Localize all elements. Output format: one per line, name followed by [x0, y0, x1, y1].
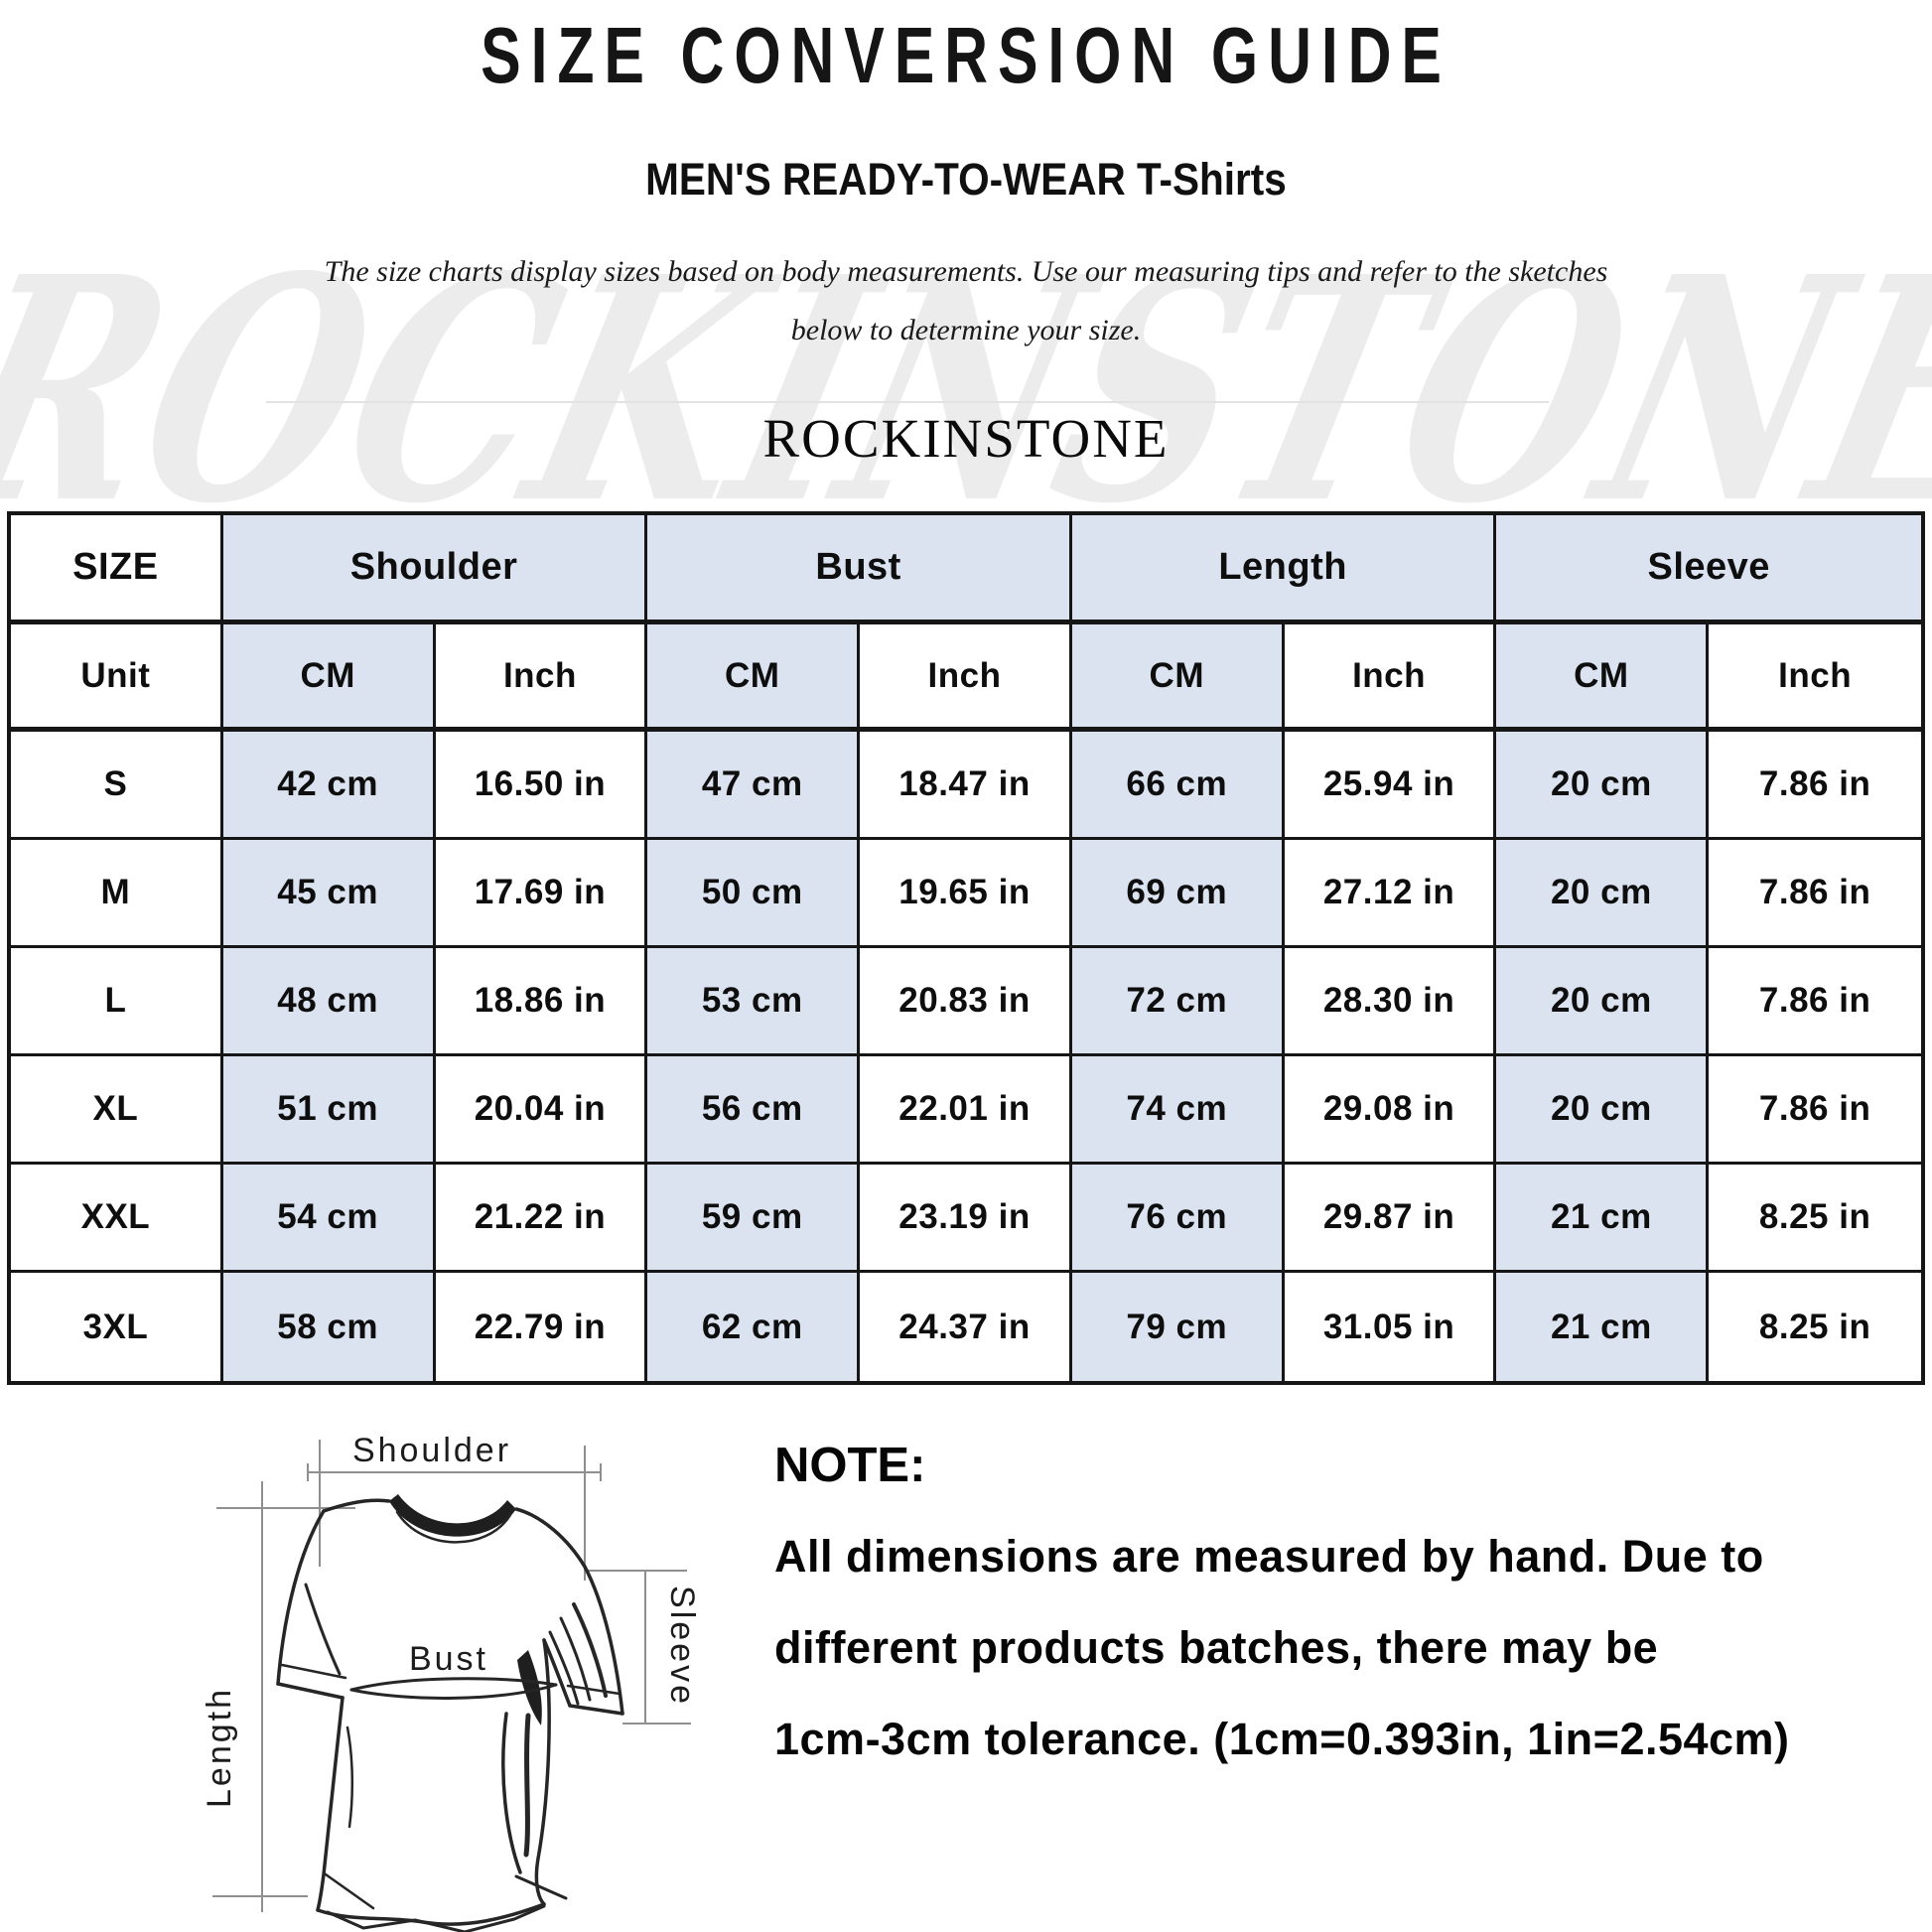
measure-cell: 7.86 in [1709, 1056, 1921, 1165]
sleeve-label: Sleeve [663, 1586, 701, 1707]
measure-cell: 42 cm [222, 732, 436, 840]
measure-cell: 17.69 in [435, 840, 648, 948]
size-conversion-table: SIZE Shoulder Bust Length Sleeve Unit CM… [7, 511, 1925, 1385]
note-section: NOTE: All dimensions are measured by han… [774, 1420, 1916, 1785]
measure-cell: 25.94 in [1284, 732, 1497, 840]
intro-text: The size charts display sizes based on b… [0, 242, 1932, 359]
note-line: All dimensions are measured by hand. Due… [774, 1531, 1764, 1582]
intro-line-1: The size charts display sizes based on b… [324, 255, 1608, 288]
measure-cell: 22.79 in [435, 1273, 648, 1381]
unit-cell: Inch [860, 624, 1072, 732]
tshirt-diagram: Shoulder Bust Length Sleeve [201, 1432, 701, 1932]
measure-cell: 53 cm [647, 948, 861, 1056]
measure-cell: 7.86 in [1709, 948, 1921, 1056]
measure-cell: 20 cm [1496, 732, 1710, 840]
unit-cell: CM [1071, 624, 1285, 732]
size-label: M [11, 840, 223, 948]
measure-cell: 72 cm [1071, 948, 1285, 1056]
column-header-sleeve: Sleeve [1496, 515, 1921, 624]
note-line: different products batches, there may be [774, 1622, 1659, 1673]
divider-line [266, 401, 1549, 403]
tshirt-sketch [276, 1494, 624, 1932]
length-label: Length [201, 1687, 238, 1808]
measure-cell: 54 cm [222, 1165, 436, 1273]
measure-cell: 51 cm [222, 1056, 436, 1165]
measure-cell: 20.04 in [435, 1056, 648, 1165]
measure-cell: 19.65 in [860, 840, 1072, 948]
unit-cell: Inch [1284, 624, 1497, 732]
size-label: 3XL [11, 1273, 223, 1381]
measure-cell: 23.19 in [860, 1165, 1072, 1273]
measure-cell: 58 cm [222, 1273, 436, 1381]
measure-cell: 66 cm [1071, 732, 1285, 840]
measure-cell: 48 cm [222, 948, 436, 1056]
intro-line-2: below to determine your size. [790, 314, 1142, 346]
column-header-length: Length [1071, 515, 1497, 624]
size-label: S [11, 732, 223, 840]
measure-cell: 74 cm [1071, 1056, 1285, 1165]
watermark-text: ROCKINSTONE [0, 209, 1932, 541]
measure-cell: 7.86 in [1709, 840, 1921, 948]
size-label: L [11, 948, 223, 1056]
measure-cell: 76 cm [1071, 1165, 1285, 1273]
measure-cell: 8.25 in [1709, 1165, 1921, 1273]
size-label: XL [11, 1056, 223, 1165]
measurement-guides [212, 1440, 691, 1912]
page-title: SIZE CONVERSION GUIDE [481, 11, 1451, 99]
note-line: 1cm-3cm tolerance. (1cm=0.393in, 1in=2.5… [774, 1714, 1790, 1764]
measure-cell: 28.30 in [1284, 948, 1497, 1056]
column-header-shoulder: Shoulder [222, 515, 648, 624]
measure-cell: 29.08 in [1284, 1056, 1497, 1165]
unit-cell: Inch [1709, 624, 1921, 732]
bust-label: Bust [409, 1640, 488, 1678]
page-subtitle: MEN'S READY-TO-WEAR T-Shirts [645, 154, 1287, 205]
measure-cell: 50 cm [647, 840, 861, 948]
measure-cell: 59 cm [647, 1165, 861, 1273]
measure-cell: 20 cm [1496, 948, 1710, 1056]
unit-cell: CM [222, 624, 436, 732]
measure-cell: 24.37 in [860, 1273, 1072, 1381]
column-header-bust: Bust [647, 515, 1072, 624]
unit-label: Unit [11, 624, 223, 732]
measure-cell: 69 cm [1071, 840, 1285, 948]
measure-cell: 8.25 in [1709, 1273, 1921, 1381]
measure-cell: 21 cm [1496, 1165, 1710, 1273]
measure-cell: 20 cm [1496, 840, 1710, 948]
measure-cell: 16.50 in [435, 732, 648, 840]
brand-title: ROCKINSTONE [762, 408, 1170, 469]
measure-cell: 21.22 in [435, 1165, 648, 1273]
measure-cell: 18.47 in [860, 732, 1072, 840]
measure-cell: 21 cm [1496, 1273, 1710, 1381]
measure-cell: 56 cm [647, 1056, 861, 1165]
measure-cell: 31.05 in [1284, 1273, 1497, 1381]
size-label: XXL [11, 1165, 223, 1273]
shoulder-label: Shoulder [352, 1432, 511, 1469]
measure-cell: 27.12 in [1284, 840, 1497, 948]
unit-cell: Inch [435, 624, 648, 732]
unit-cell: CM [1496, 624, 1710, 732]
measure-cell: 22.01 in [860, 1056, 1072, 1165]
measure-cell: 47 cm [647, 732, 861, 840]
measure-cell: 18.86 in [435, 948, 648, 1056]
column-header-size: SIZE [11, 515, 223, 624]
measure-cell: 79 cm [1071, 1273, 1285, 1381]
measure-cell: 20 cm [1496, 1056, 1710, 1165]
brand-watermark: ROCKINSTONE [0, 209, 1932, 541]
measure-cell: 45 cm [222, 840, 436, 948]
note-heading: NOTE: [774, 1439, 926, 1492]
unit-cell: CM [647, 624, 861, 732]
measure-cell: 29.87 in [1284, 1165, 1497, 1273]
measure-cell: 62 cm [647, 1273, 861, 1381]
measure-cell: 7.86 in [1709, 732, 1921, 840]
diagram-labels: Shoulder Bust Length Sleeve [201, 1432, 701, 1808]
measure-cell: 20.83 in [860, 948, 1072, 1056]
